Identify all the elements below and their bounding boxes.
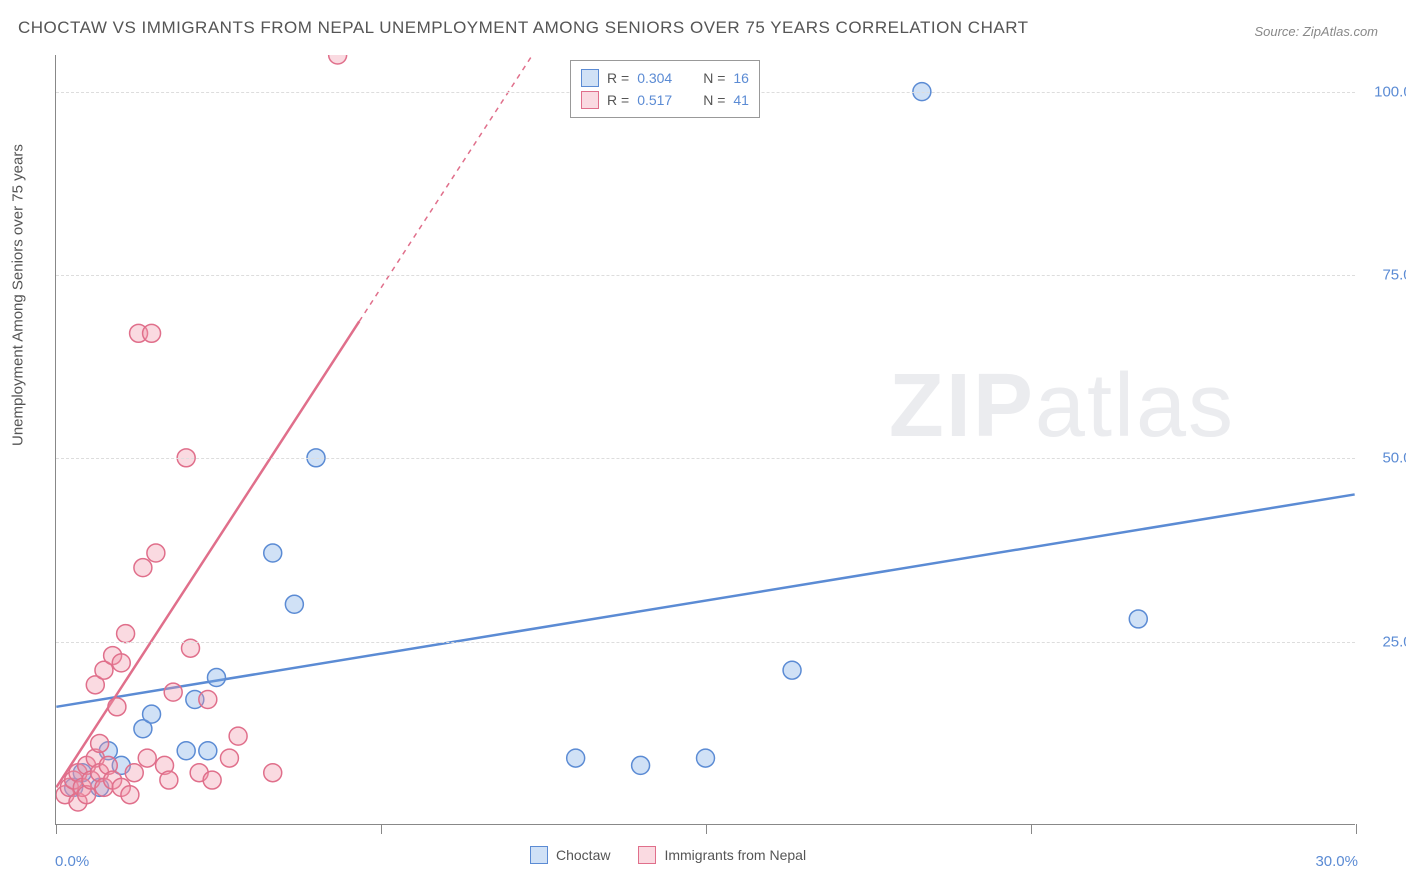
y-tick-label: 25.0% <box>1382 633 1406 650</box>
watermark: ZIPatlas <box>889 355 1235 458</box>
n-label: N = <box>703 92 725 108</box>
gridline <box>56 275 1355 276</box>
x-axis-max-label: 30.0% <box>1315 853 1358 870</box>
legend-swatch <box>530 846 548 864</box>
y-tick-label: 100.0% <box>1374 83 1406 100</box>
chart-svg <box>56 55 1355 824</box>
y-tick-label: 50.0% <box>1382 450 1406 467</box>
series-legend-item: Immigrants from Nepal <box>638 844 806 866</box>
series-label: Immigrants from Nepal <box>664 847 806 863</box>
x-tick <box>1356 824 1357 834</box>
r-label: R = <box>607 92 629 108</box>
x-tick <box>1031 824 1032 834</box>
x-tick <box>381 824 382 834</box>
chart-title: CHOCTAW VS IMMIGRANTS FROM NEPAL UNEMPLO… <box>18 18 1029 38</box>
x-tick <box>56 824 57 834</box>
r-label: R = <box>607 70 629 86</box>
series-legend: Choctaw Immigrants from Nepal <box>520 838 816 872</box>
source-attribution: Source: ZipAtlas.com <box>1254 24 1378 39</box>
gridline <box>56 458 1355 459</box>
watermark-light: atlas <box>1035 356 1235 456</box>
x-tick <box>706 824 707 834</box>
stats-legend-row: R = 0.304 N = 16 <box>581 67 749 89</box>
y-tick-label: 75.0% <box>1382 267 1406 284</box>
stats-legend: R = 0.304 N = 16 R = 0.517 N = 41 <box>570 60 760 118</box>
legend-swatch <box>581 69 599 87</box>
r-value: 0.517 <box>637 92 687 108</box>
series-legend-item: Choctaw <box>530 844 610 866</box>
gridline <box>56 642 1355 643</box>
series-label: Choctaw <box>556 847 610 863</box>
plot-area: ZIPatlas 25.0%50.0%75.0%100.0% <box>55 55 1355 825</box>
n-value: 16 <box>733 70 749 86</box>
n-value: 41 <box>733 92 749 108</box>
x-axis-min-label: 0.0% <box>55 853 89 870</box>
legend-swatch <box>581 91 599 109</box>
stats-legend-row: R = 0.517 N = 41 <box>581 89 749 111</box>
watermark-bold: ZIP <box>889 356 1035 456</box>
n-label: N = <box>703 70 725 86</box>
r-value: 0.304 <box>637 70 687 86</box>
y-axis-label: Unemployment Among Seniors over 75 years <box>10 144 27 446</box>
legend-swatch <box>638 846 656 864</box>
